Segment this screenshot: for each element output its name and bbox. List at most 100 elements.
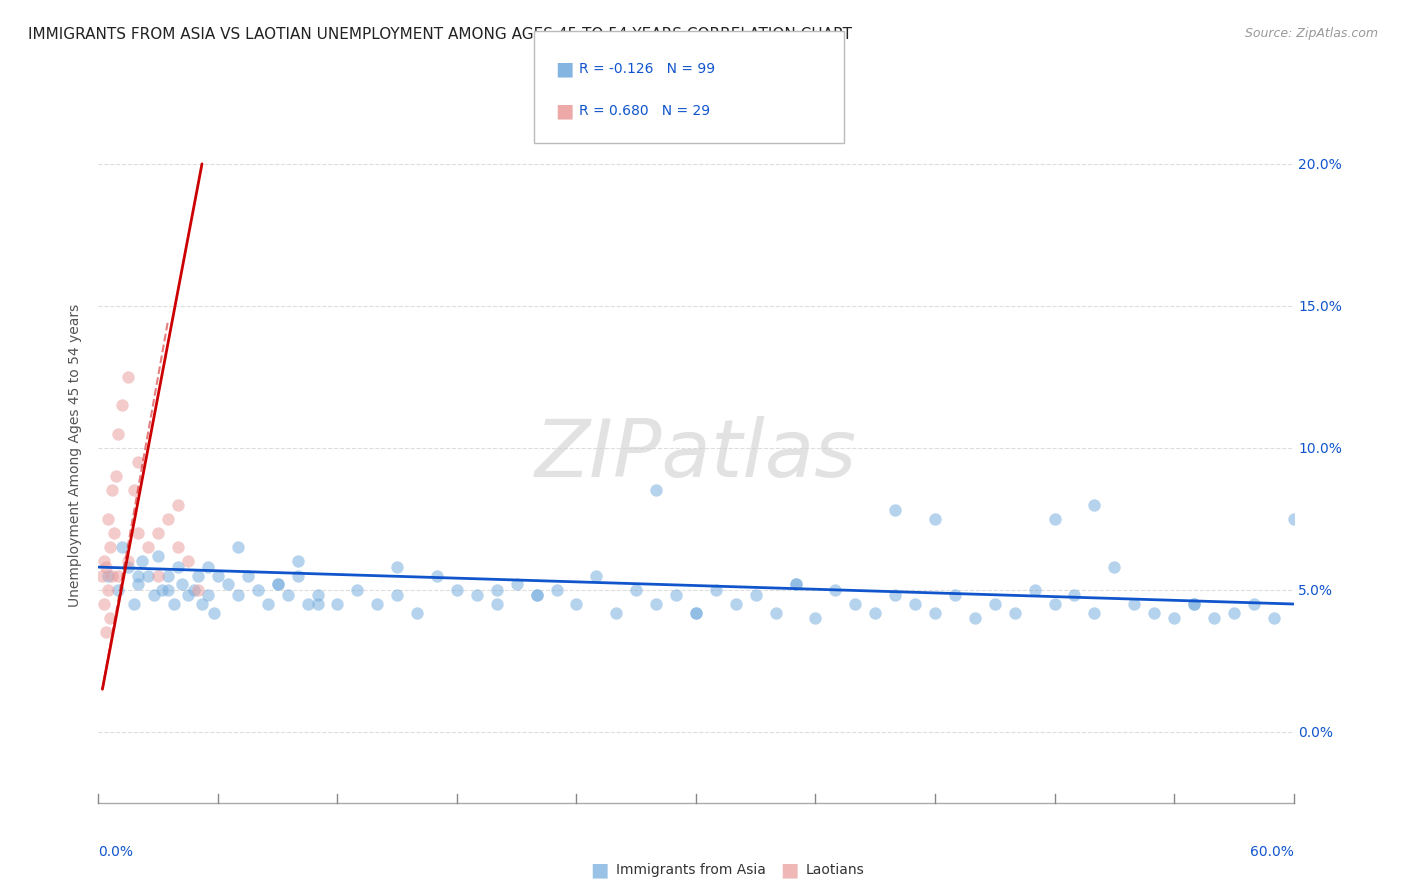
Point bbox=[297, 597, 319, 611]
Point bbox=[148, 568, 170, 582]
Point bbox=[1182, 597, 1205, 611]
Point bbox=[91, 568, 114, 582]
Point bbox=[226, 589, 249, 603]
Text: ZIPatlas: ZIPatlas bbox=[534, 416, 858, 494]
Point bbox=[167, 560, 190, 574]
Point bbox=[93, 554, 115, 568]
Point bbox=[136, 568, 159, 582]
Point bbox=[465, 589, 488, 603]
Text: ■: ■ bbox=[780, 860, 799, 880]
Point bbox=[127, 526, 149, 541]
Point bbox=[267, 577, 290, 591]
Point bbox=[183, 582, 205, 597]
Point bbox=[143, 589, 166, 603]
Point bbox=[157, 568, 180, 582]
Point bbox=[924, 512, 946, 526]
Point bbox=[105, 469, 128, 483]
Point bbox=[804, 611, 827, 625]
Point bbox=[1263, 611, 1285, 625]
Point bbox=[157, 582, 180, 597]
Point bbox=[148, 526, 170, 541]
Text: Source: ZipAtlas.com: Source: ZipAtlas.com bbox=[1244, 27, 1378, 40]
Point bbox=[366, 597, 388, 611]
Point bbox=[96, 625, 118, 640]
Point bbox=[127, 577, 149, 591]
Point bbox=[1143, 606, 1166, 620]
Point bbox=[1282, 512, 1305, 526]
Point bbox=[585, 568, 607, 582]
Point bbox=[1182, 597, 1205, 611]
Point bbox=[506, 577, 529, 591]
Point bbox=[197, 589, 219, 603]
Text: Laotians: Laotians bbox=[806, 863, 865, 877]
Point bbox=[1202, 611, 1225, 625]
Point bbox=[785, 577, 807, 591]
Point bbox=[565, 597, 588, 611]
Point bbox=[1043, 512, 1066, 526]
Point bbox=[844, 597, 866, 611]
Point bbox=[385, 560, 409, 574]
Point bbox=[226, 540, 249, 554]
Point bbox=[97, 568, 120, 582]
Point bbox=[111, 398, 134, 412]
Point bbox=[1004, 606, 1026, 620]
Point bbox=[406, 606, 429, 620]
Point bbox=[924, 606, 946, 620]
Point bbox=[163, 597, 186, 611]
Point bbox=[1104, 560, 1126, 574]
Point bbox=[124, 483, 146, 498]
Text: 60.0%: 60.0% bbox=[1250, 845, 1294, 858]
Point bbox=[277, 589, 299, 603]
Point bbox=[131, 554, 153, 568]
Point bbox=[157, 512, 180, 526]
Point bbox=[197, 560, 219, 574]
Point bbox=[485, 597, 508, 611]
Point bbox=[307, 589, 329, 603]
Point bbox=[191, 597, 214, 611]
Point bbox=[97, 582, 120, 597]
Point bbox=[745, 589, 768, 603]
Point bbox=[167, 540, 190, 554]
Point bbox=[307, 597, 329, 611]
Point bbox=[117, 554, 139, 568]
Point bbox=[904, 597, 927, 611]
Point bbox=[107, 568, 129, 582]
Point bbox=[1163, 611, 1185, 625]
Point bbox=[93, 597, 115, 611]
Point bbox=[626, 582, 648, 597]
Point bbox=[101, 568, 124, 582]
Text: ■: ■ bbox=[591, 860, 609, 880]
Point bbox=[96, 560, 118, 574]
Point bbox=[117, 369, 139, 384]
Point bbox=[446, 582, 468, 597]
Point bbox=[98, 611, 122, 625]
Point bbox=[207, 568, 229, 582]
Point bbox=[217, 577, 239, 591]
Point bbox=[97, 512, 120, 526]
Y-axis label: Unemployment Among Ages 45 to 54 years: Unemployment Among Ages 45 to 54 years bbox=[69, 303, 83, 607]
Point bbox=[1243, 597, 1265, 611]
Point bbox=[107, 582, 129, 597]
Point bbox=[665, 589, 688, 603]
Point bbox=[785, 577, 807, 591]
Point bbox=[645, 597, 668, 611]
Point bbox=[117, 560, 139, 574]
Point bbox=[1063, 589, 1085, 603]
Point bbox=[884, 589, 907, 603]
Point bbox=[704, 582, 727, 597]
Point bbox=[326, 597, 349, 611]
Point bbox=[287, 568, 309, 582]
Point bbox=[526, 589, 548, 603]
Point bbox=[984, 597, 1007, 611]
Point bbox=[724, 597, 747, 611]
Point bbox=[107, 426, 129, 441]
Text: IMMIGRANTS FROM ASIA VS LAOTIAN UNEMPLOYMENT AMONG AGES 45 TO 54 YEARS CORRELATI: IMMIGRANTS FROM ASIA VS LAOTIAN UNEMPLOY… bbox=[28, 27, 852, 42]
Point bbox=[148, 549, 170, 563]
Point bbox=[1083, 498, 1105, 512]
Point bbox=[172, 577, 194, 591]
Point bbox=[256, 597, 278, 611]
Point bbox=[963, 611, 986, 625]
Point bbox=[526, 589, 548, 603]
Point bbox=[385, 589, 409, 603]
Point bbox=[101, 483, 124, 498]
